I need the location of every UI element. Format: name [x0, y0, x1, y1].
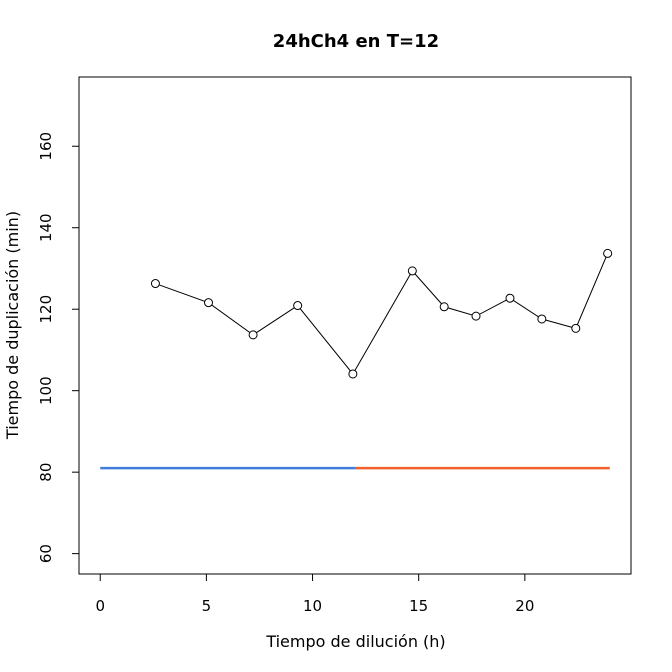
y-tick-label: 140 [37, 213, 55, 242]
data-point [204, 298, 214, 308]
y-tick-label: 80 [37, 463, 55, 482]
x-tick-label: 15 [409, 597, 428, 615]
x-tick-label: 10 [303, 597, 322, 615]
y-axis-label: Tiempo de duplicación (min) [3, 211, 22, 440]
x-tick-label: 5 [202, 597, 212, 615]
data-point [571, 323, 581, 333]
y-tick-label: 120 [37, 295, 55, 324]
data-point [471, 311, 481, 321]
y-tick-label: 60 [37, 544, 55, 563]
series-line [155, 253, 609, 375]
data-point [348, 369, 358, 379]
data-point [293, 301, 303, 311]
x-axis: 0 5 10 15 20 [95, 573, 534, 615]
data-point [537, 314, 547, 324]
x-tick-label: 0 [95, 597, 105, 615]
data-point [505, 293, 515, 303]
data-point [150, 279, 160, 289]
series-layer [100, 248, 613, 470]
data-point [407, 266, 417, 276]
y-tick-label: 100 [37, 376, 55, 405]
data-point [248, 330, 258, 340]
data-point [439, 302, 449, 312]
x-axis-label: Tiempo de dilución (h) [265, 632, 445, 651]
x-tick-label: 20 [515, 597, 534, 615]
data-point [603, 248, 613, 258]
y-axis: 60 80 100 120 140 160 [37, 132, 80, 563]
plot-frame [78, 76, 632, 575]
chart-title: 24hCh4 en T=12 [273, 31, 439, 52]
y-tick-label: 160 [37, 132, 55, 161]
